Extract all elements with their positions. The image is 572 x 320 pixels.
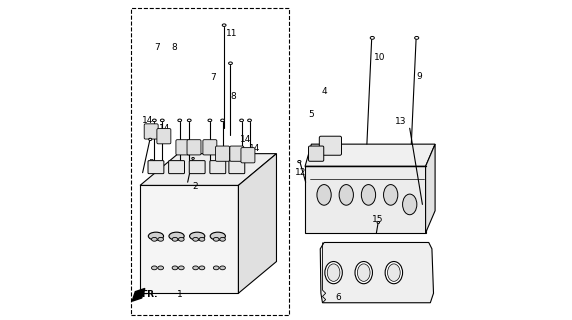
Ellipse shape [387,264,400,281]
Text: FR.: FR. [141,290,157,299]
Ellipse shape [152,266,157,270]
Ellipse shape [223,24,226,27]
Ellipse shape [178,119,182,122]
Ellipse shape [403,194,417,215]
Ellipse shape [415,36,419,39]
Text: 14: 14 [240,135,251,144]
FancyBboxPatch shape [187,140,201,155]
Text: 14: 14 [142,116,154,125]
Ellipse shape [362,185,376,205]
Text: 1: 1 [177,290,182,299]
Polygon shape [132,288,145,301]
Ellipse shape [152,237,157,241]
FancyBboxPatch shape [176,140,190,155]
Text: 2: 2 [193,182,198,191]
Ellipse shape [213,266,219,270]
Ellipse shape [220,266,225,270]
Ellipse shape [229,62,232,65]
Ellipse shape [172,237,178,241]
Ellipse shape [208,119,212,122]
Ellipse shape [384,185,398,205]
Ellipse shape [325,261,342,284]
FancyBboxPatch shape [210,161,226,174]
Ellipse shape [339,185,353,205]
FancyBboxPatch shape [148,161,164,174]
Text: 8: 8 [231,92,237,101]
Text: 9: 9 [416,72,422,81]
FancyBboxPatch shape [216,146,229,161]
Polygon shape [305,144,435,166]
Ellipse shape [377,221,380,223]
Ellipse shape [317,185,331,205]
Ellipse shape [298,160,301,163]
Ellipse shape [192,157,194,159]
Text: 10: 10 [374,53,386,62]
FancyBboxPatch shape [157,129,171,144]
Ellipse shape [385,261,403,284]
Text: 13: 13 [395,117,407,126]
Ellipse shape [193,266,198,270]
Ellipse shape [220,237,225,241]
Ellipse shape [160,119,164,122]
Polygon shape [239,154,276,293]
Polygon shape [140,185,239,293]
Text: 6: 6 [335,292,341,301]
Polygon shape [305,166,426,233]
Polygon shape [140,154,276,185]
Ellipse shape [221,119,224,122]
FancyBboxPatch shape [203,140,217,155]
Ellipse shape [158,237,164,241]
Text: 15: 15 [372,215,384,224]
Text: 5: 5 [308,109,314,118]
Ellipse shape [199,237,205,241]
Text: 14: 14 [159,124,170,133]
Ellipse shape [188,119,191,122]
FancyBboxPatch shape [241,148,255,163]
Ellipse shape [149,138,152,140]
Text: 8: 8 [172,43,177,52]
Ellipse shape [248,119,252,122]
Ellipse shape [189,232,205,240]
FancyBboxPatch shape [229,161,245,174]
Text: 7: 7 [210,73,216,82]
Ellipse shape [240,119,244,122]
Ellipse shape [169,232,184,240]
Ellipse shape [355,261,372,284]
Bar [130,8,289,316]
FancyBboxPatch shape [169,161,185,174]
Text: 12: 12 [295,168,307,177]
FancyBboxPatch shape [319,136,341,155]
Ellipse shape [199,266,205,270]
FancyBboxPatch shape [144,124,158,139]
Text: 7: 7 [154,43,160,52]
Polygon shape [426,144,435,233]
Ellipse shape [178,237,184,241]
Text: 4: 4 [321,87,327,96]
Ellipse shape [148,232,164,240]
Ellipse shape [358,264,370,281]
Ellipse shape [210,232,225,240]
Text: 3: 3 [148,159,154,168]
Ellipse shape [370,36,374,39]
FancyBboxPatch shape [189,161,205,174]
Ellipse shape [193,237,198,241]
Text: 14: 14 [249,144,260,153]
Ellipse shape [172,266,178,270]
Ellipse shape [153,119,156,122]
FancyBboxPatch shape [308,146,324,161]
Ellipse shape [213,237,219,241]
FancyBboxPatch shape [230,146,244,161]
Ellipse shape [178,266,184,270]
Text: 11: 11 [226,28,237,38]
Polygon shape [320,243,434,303]
Ellipse shape [327,264,340,281]
Ellipse shape [158,266,164,270]
